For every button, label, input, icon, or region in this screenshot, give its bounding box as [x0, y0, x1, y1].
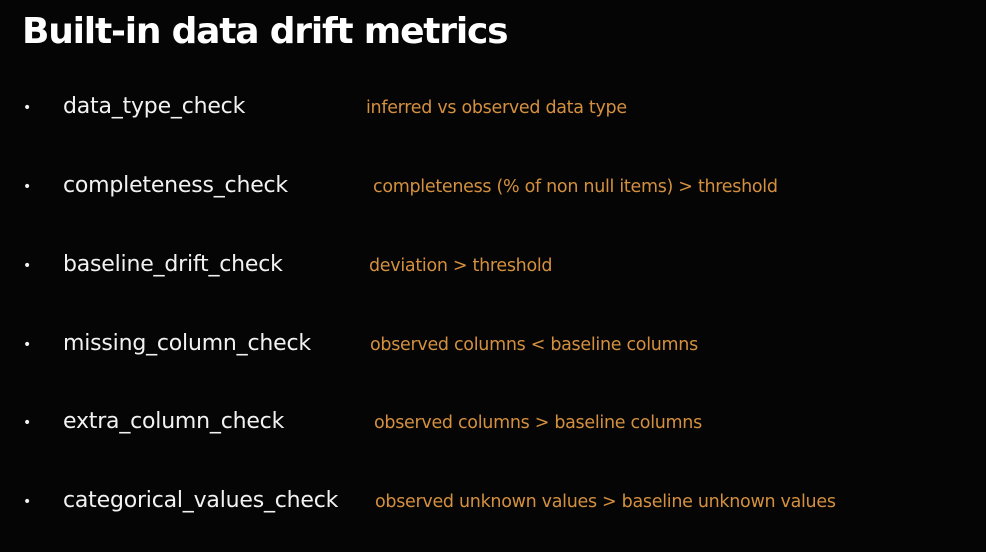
metric-name: data_type_check [63, 94, 246, 119]
metric-description: observed unknown values > baseline unkno… [375, 492, 836, 512]
metric-description: completeness (% of non null items) > thr… [373, 177, 778, 197]
bullet-icon: • [23, 337, 32, 353]
bullet-icon: • [23, 494, 32, 510]
metric-description: deviation > threshold [369, 256, 553, 276]
metric-name: missing_column_check [63, 331, 311, 356]
metric-row-categorical-values-check: • categorical_values_check observed unkn… [0, 486, 986, 518]
metric-name: baseline_drift_check [63, 252, 283, 277]
metric-description: observed columns < baseline columns [370, 335, 698, 355]
metric-row-completeness-check: • completeness_check completeness (% of … [0, 171, 986, 203]
metric-row-extra-column-check: • extra_column_check observed columns > … [0, 407, 986, 439]
slide-title: Built-in data drift metrics [22, 11, 509, 52]
metric-row-data-type-check: • data_type_check inferred vs observed d… [0, 92, 986, 124]
bullet-icon: • [23, 415, 32, 431]
bullet-icon: • [23, 100, 32, 116]
bullet-icon: • [23, 258, 32, 274]
metric-name: extra_column_check [63, 409, 285, 434]
metric-row-baseline-drift-check: • baseline_drift_check deviation > thres… [0, 250, 986, 282]
bullet-icon: • [23, 179, 32, 195]
metric-row-missing-column-check: • missing_column_check observed columns … [0, 329, 986, 361]
metric-description: inferred vs observed data type [366, 98, 627, 118]
metric-name: categorical_values_check [63, 488, 339, 513]
metric-description: observed columns > baseline columns [374, 413, 702, 433]
metric-name: completeness_check [63, 173, 288, 198]
